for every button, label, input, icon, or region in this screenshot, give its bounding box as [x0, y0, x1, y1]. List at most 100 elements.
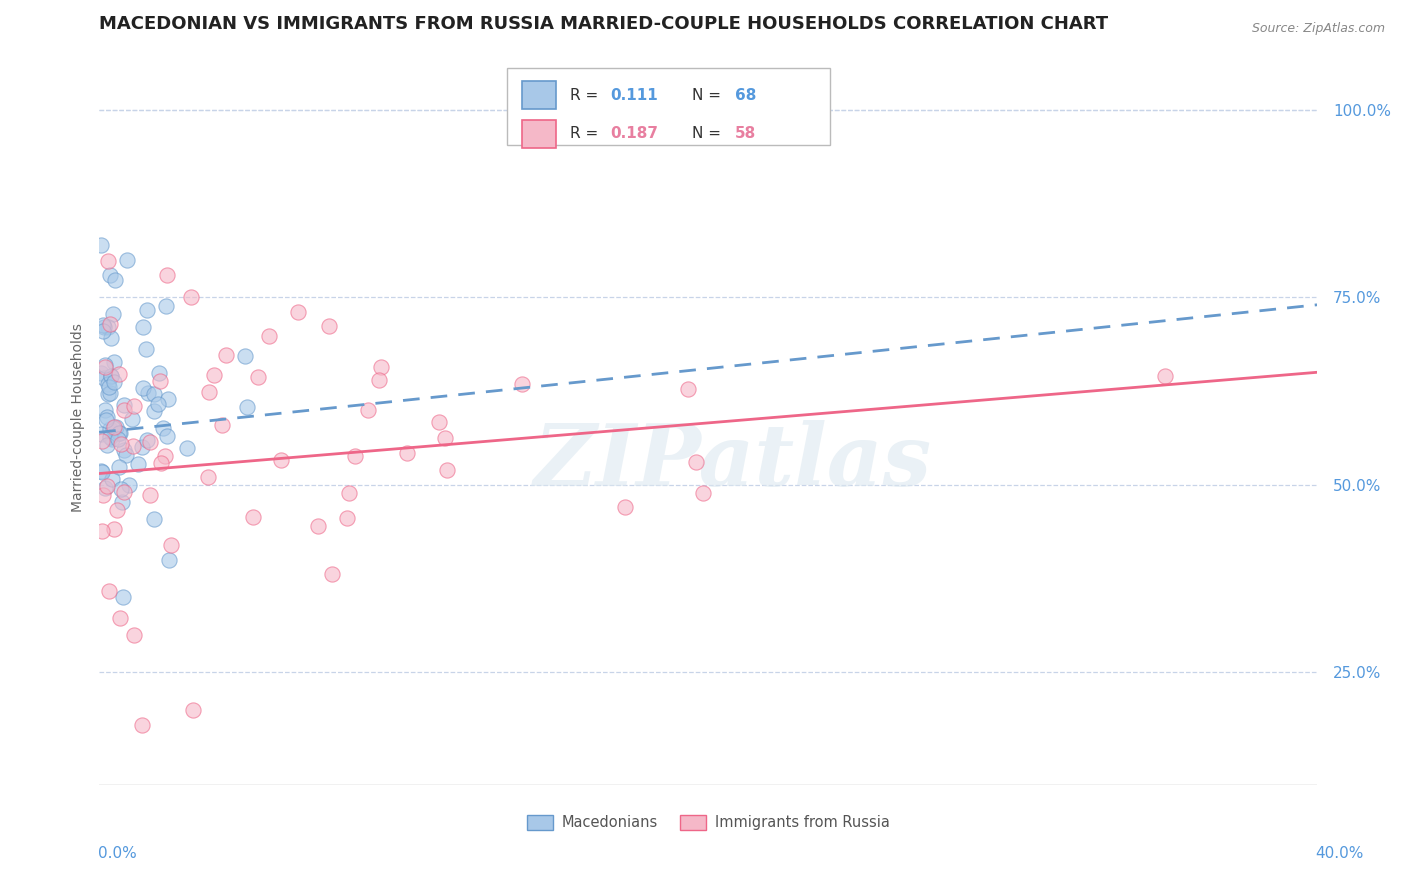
Point	[287, 305, 309, 319]
Point	[103, 522, 125, 536]
Point	[103, 375, 125, 389]
Point	[105, 503, 128, 517]
Point	[157, 553, 180, 567]
Point	[135, 302, 157, 317]
Point	[104, 273, 127, 287]
Point	[101, 421, 124, 435]
Point	[94, 481, 117, 495]
Point	[94, 358, 117, 372]
Point	[202, 368, 225, 382]
Point	[90, 463, 112, 477]
Point	[101, 472, 124, 486]
Point	[115, 252, 138, 267]
Point	[96, 438, 118, 452]
Point	[155, 268, 177, 282]
FancyBboxPatch shape	[522, 81, 555, 110]
Point	[107, 460, 129, 475]
Point	[111, 494, 134, 508]
Point	[97, 254, 120, 268]
Point	[91, 324, 114, 338]
Text: 0.0%: 0.0%	[98, 846, 138, 861]
Point	[98, 318, 121, 332]
Point	[93, 319, 115, 334]
Point	[98, 430, 121, 444]
Point	[308, 519, 330, 533]
Point	[676, 382, 699, 396]
Point	[156, 429, 179, 443]
Text: R =: R =	[571, 88, 603, 103]
Point	[108, 426, 131, 441]
Point	[121, 411, 143, 425]
Point	[98, 268, 121, 282]
Point	[122, 628, 145, 642]
Point	[94, 413, 117, 427]
Point	[236, 401, 259, 415]
Point	[434, 430, 457, 444]
Point	[104, 420, 127, 434]
Point	[121, 439, 143, 453]
Point	[107, 432, 129, 446]
Point	[160, 537, 183, 551]
Point	[112, 484, 135, 499]
Point	[336, 511, 359, 525]
Point	[127, 457, 149, 471]
Point	[157, 392, 180, 407]
Point	[132, 381, 155, 395]
Point	[110, 482, 132, 496]
Point	[180, 290, 202, 304]
Point	[103, 355, 125, 369]
Point	[148, 397, 170, 411]
Point	[259, 328, 281, 343]
Point	[370, 359, 392, 374]
Point	[90, 237, 112, 252]
Text: 40.0%: 40.0%	[1316, 846, 1364, 861]
Point	[242, 510, 264, 524]
Point	[427, 415, 450, 429]
Point	[110, 436, 132, 450]
Text: MACEDONIAN VS IMMIGRANTS FROM RUSSIA MARRIED-COUPLE HOUSEHOLDS CORRELATION CHART: MACEDONIAN VS IMMIGRANTS FROM RUSSIA MAR…	[100, 15, 1108, 33]
Point	[318, 318, 340, 333]
Point	[142, 511, 165, 525]
Legend: Macedonians, Immigrants from Russia: Macedonians, Immigrants from Russia	[520, 809, 896, 836]
Point	[211, 418, 233, 433]
Point	[131, 440, 153, 454]
Point	[143, 387, 166, 401]
Point	[139, 488, 162, 502]
Text: 0.187: 0.187	[610, 126, 658, 141]
Point	[98, 422, 121, 436]
Text: N =: N =	[692, 88, 725, 103]
Y-axis label: Married-couple Households: Married-couple Households	[72, 323, 86, 512]
Point	[343, 449, 366, 463]
Point	[321, 566, 343, 581]
Point	[197, 469, 219, 483]
Point	[100, 331, 122, 345]
Point	[132, 319, 155, 334]
Point	[155, 450, 177, 464]
Point	[270, 453, 292, 467]
Point	[685, 455, 707, 469]
FancyBboxPatch shape	[522, 120, 555, 147]
Point	[112, 403, 135, 417]
Text: Source: ZipAtlas.com: Source: ZipAtlas.com	[1251, 22, 1385, 36]
Point	[339, 486, 361, 500]
Point	[108, 611, 131, 625]
Point	[614, 500, 637, 514]
Point	[114, 443, 136, 458]
Point	[108, 367, 131, 381]
Text: N =: N =	[692, 126, 725, 141]
Point	[176, 441, 198, 455]
Point	[131, 718, 153, 732]
Point	[91, 524, 114, 539]
Point	[215, 348, 238, 362]
Point	[149, 456, 172, 470]
Point	[96, 479, 118, 493]
Text: R =: R =	[571, 126, 603, 141]
Point	[101, 432, 124, 446]
Point	[152, 421, 174, 435]
Point	[91, 318, 114, 332]
Point	[1153, 368, 1175, 383]
Point	[98, 385, 121, 400]
Point	[148, 366, 170, 380]
Point	[357, 402, 380, 417]
Point	[97, 376, 120, 391]
